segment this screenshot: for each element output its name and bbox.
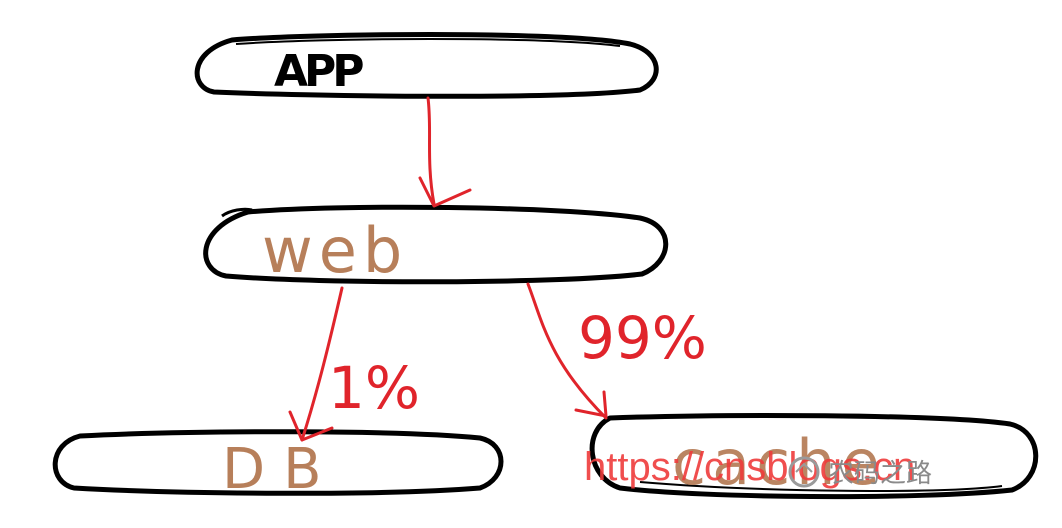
watermark-url: https://cnsblogs.cn bbox=[584, 445, 915, 489]
app-label: APP bbox=[274, 46, 363, 97]
web-node: web bbox=[203, 204, 669, 287]
cache-label: cache bbox=[672, 426, 886, 499]
cache-traffic-label: 99% bbox=[578, 304, 707, 372]
watermark-logo bbox=[788, 456, 820, 488]
watermark-author: 农码之路 bbox=[828, 459, 932, 489]
web-label: web bbox=[262, 214, 408, 287]
db-label: DB bbox=[222, 437, 340, 502]
db-node: DB bbox=[52, 429, 504, 502]
arrow-web-to-db bbox=[288, 286, 344, 442]
app-node: APP bbox=[194, 32, 659, 99]
cache-node: cache bbox=[589, 413, 1039, 500]
arrow-app-to-web bbox=[418, 96, 472, 208]
arrow-web-to-cache bbox=[526, 282, 608, 420]
db-traffic-label: 1% bbox=[328, 354, 420, 422]
